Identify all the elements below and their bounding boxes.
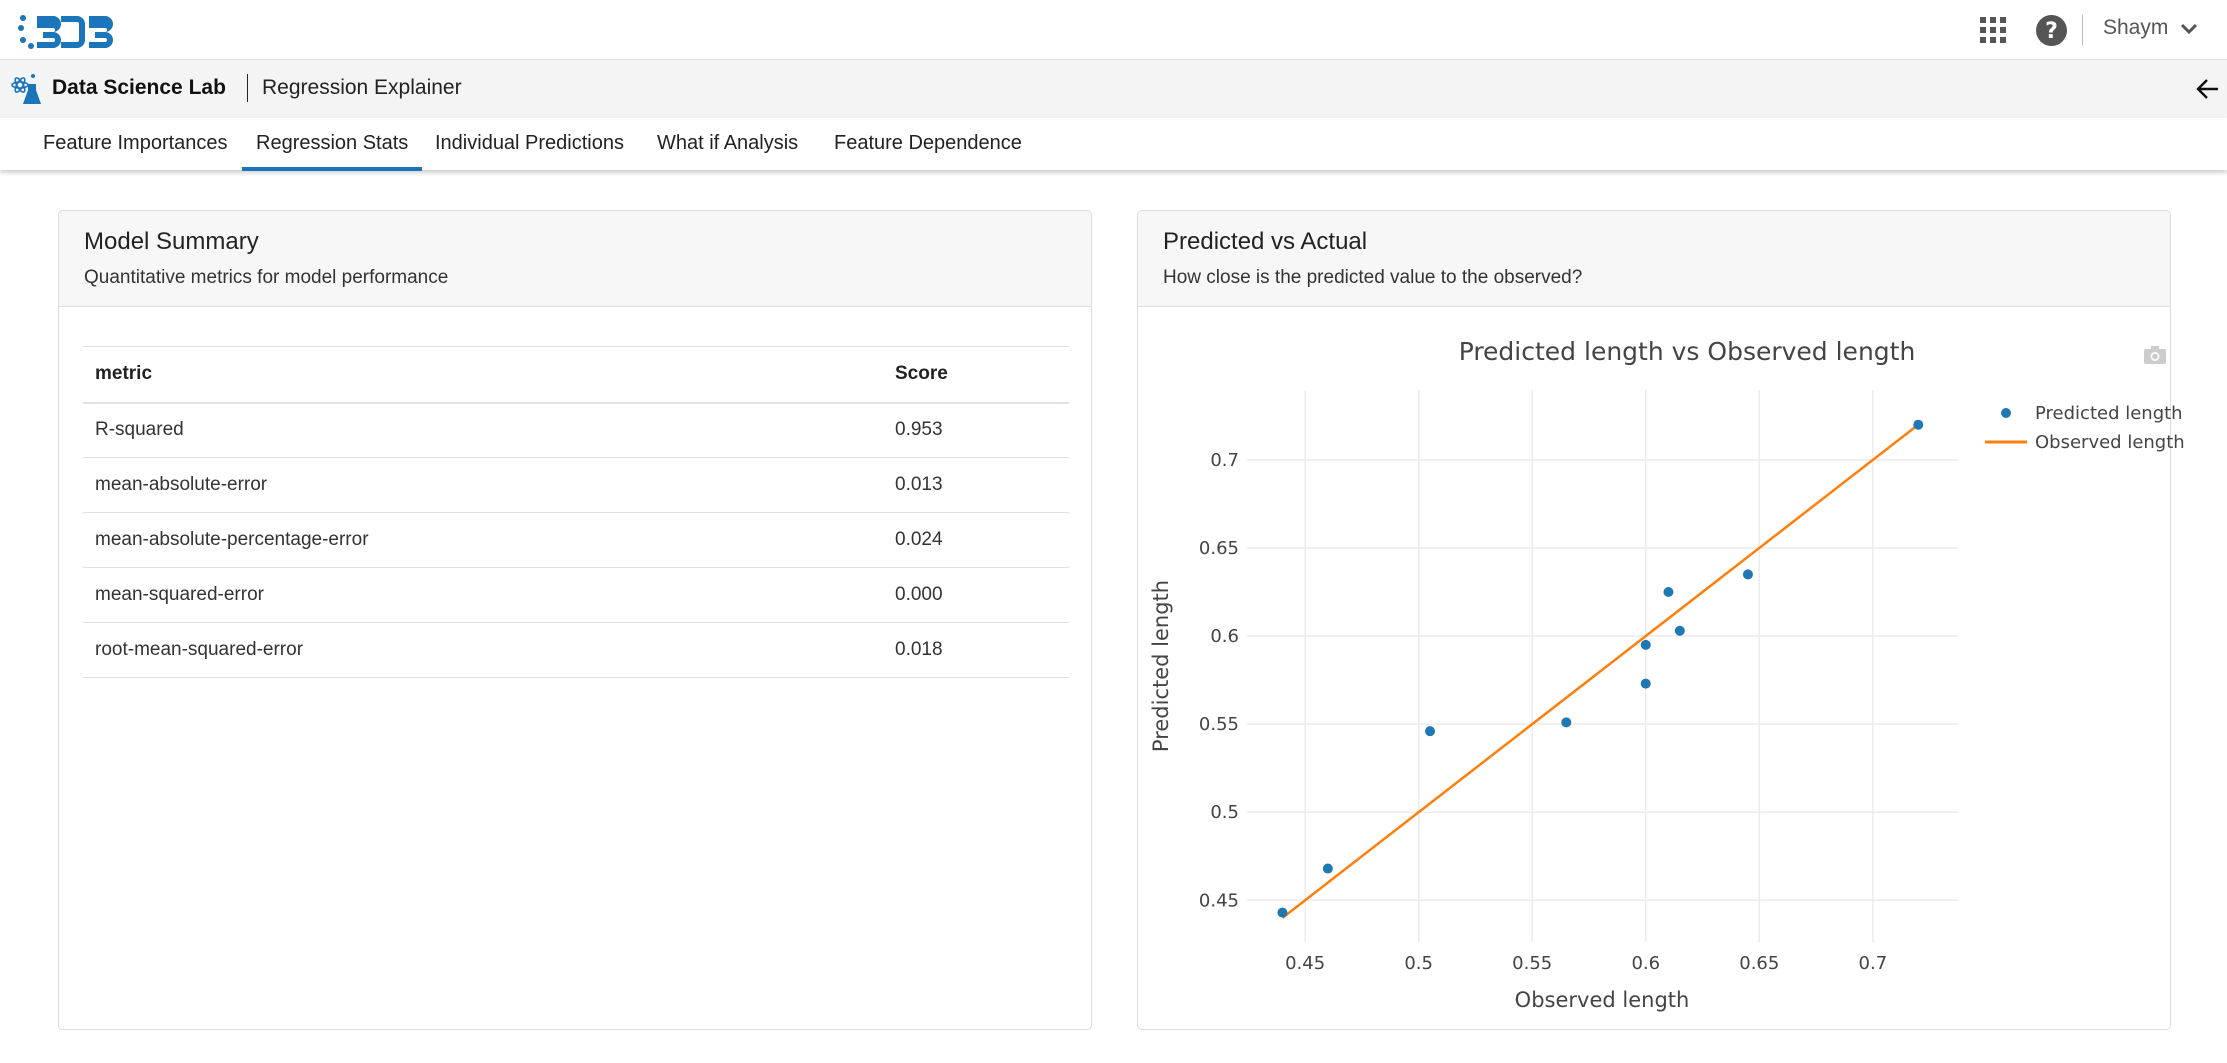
card-header: Predicted vs Actual How close is the pre… bbox=[1138, 211, 2170, 307]
predicted-length-point bbox=[1322, 863, 1333, 874]
y-tick-label: 0.7 bbox=[1210, 450, 1239, 471]
x-axis-label: Observed length bbox=[1515, 988, 1690, 1012]
metric-name: mean-squared-error bbox=[83, 567, 883, 623]
card-title: Model Summary bbox=[84, 228, 259, 255]
legend: Predicted length Observed length bbox=[1985, 403, 2185, 453]
metric-score: 0.018 bbox=[883, 622, 1069, 678]
table-row: R-squared 0.953 bbox=[83, 402, 1069, 458]
bdb-logo[interactable] bbox=[15, 10, 120, 52]
predicted-length-point bbox=[1561, 717, 1572, 728]
page-name: Regression Explainer bbox=[262, 76, 462, 99]
metrics-table: metric Score R-squared 0.953 mean-absolut… bbox=[83, 346, 1069, 678]
metric-name: mean-absolute-error bbox=[83, 457, 883, 513]
y-tick-label: 0.6 bbox=[1210, 626, 1239, 647]
model-summary-card: Model Summary Quantitative metrics for m… bbox=[58, 210, 1092, 1030]
app-name: Data Science Lab bbox=[52, 76, 226, 99]
top-bar: ? Shaym bbox=[0, 0, 2227, 60]
legend-marker-predicted bbox=[2001, 408, 2011, 418]
sub-header: Data Science Lab Regression Explainer bbox=[0, 60, 2227, 118]
y-tick-label: 0.45 bbox=[1199, 890, 1239, 911]
metric-score: 0.013 bbox=[883, 457, 1069, 513]
camera-icon[interactable] bbox=[2144, 346, 2166, 364]
tab-bar: Feature Importances Regression Stats Ind… bbox=[0, 118, 2227, 171]
predicted-length-point bbox=[1277, 907, 1288, 918]
column-header-score: Score bbox=[883, 346, 1069, 404]
apps-grid-icon[interactable] bbox=[1980, 17, 2006, 43]
x-tick-label: 0.65 bbox=[1739, 953, 1779, 974]
tab-feature-dependence[interactable]: Feature Dependence bbox=[834, 132, 1022, 154]
y-axis-label: Predicted length bbox=[1149, 580, 1173, 752]
table-row: mean-absolute-error 0.013 bbox=[83, 457, 1069, 513]
predicted-length-point bbox=[1425, 726, 1436, 737]
observed-length-line bbox=[1281, 423, 1920, 919]
card-title: Predicted vs Actual bbox=[1163, 228, 1368, 255]
divider bbox=[247, 74, 248, 102]
y-tick-label: 0.65 bbox=[1199, 538, 1239, 559]
predicted-vs-observed-chart: Predicted length vs Observed length 0.45… bbox=[1149, 337, 2185, 1012]
table-row: mean-squared-error 0.000 bbox=[83, 567, 1069, 623]
user-menu[interactable]: Shaym bbox=[2103, 16, 2169, 39]
chart-title: Predicted length vs Observed length bbox=[1459, 337, 1916, 366]
tab-what-if-analysis[interactable]: What if Analysis bbox=[657, 132, 799, 154]
legend-label-predicted[interactable]: Predicted length bbox=[2035, 403, 2183, 424]
card-header: Model Summary Quantitative metrics for m… bbox=[59, 211, 1091, 307]
table-row: root-mean-squared-error 0.018 bbox=[83, 622, 1069, 678]
tab-regression-stats[interactable]: Regression Stats bbox=[242, 132, 423, 171]
chevron-down-icon[interactable] bbox=[2180, 22, 2198, 36]
help-icon[interactable]: ? bbox=[2036, 15, 2067, 46]
y-tick-label: 0.5 bbox=[1210, 802, 1239, 823]
predicted-length-point bbox=[1742, 569, 1753, 580]
predicted-length-point bbox=[1663, 587, 1674, 598]
legend-label-observed[interactable]: Observed length bbox=[2035, 432, 2185, 453]
arrow-left-icon[interactable] bbox=[2196, 78, 2220, 100]
tab-feature-importances[interactable]: Feature Importances bbox=[43, 132, 228, 154]
card-subtitle: How close is the predicted value to the … bbox=[1163, 267, 1583, 288]
predicted-length-point bbox=[1913, 419, 1924, 430]
column-header-metric: metric bbox=[83, 346, 883, 404]
metric-score: 0.953 bbox=[883, 402, 1069, 458]
tab-individual-predictions[interactable]: Individual Predictions bbox=[435, 132, 624, 154]
divider bbox=[2082, 15, 2083, 45]
metric-score: 0.024 bbox=[883, 512, 1069, 568]
predicted-length-point bbox=[1640, 678, 1651, 689]
science-lab-icon bbox=[11, 74, 41, 104]
predicted-vs-actual-card: Predicted vs Actual How close is the pre… bbox=[1137, 210, 2171, 1030]
metric-name: root-mean-squared-error bbox=[83, 622, 883, 678]
predicted-length-point bbox=[1674, 625, 1685, 636]
svg-text:?: ? bbox=[2045, 19, 2058, 44]
table-header-row: metric Score bbox=[83, 346, 1069, 404]
x-tick-label: 0.55 bbox=[1512, 953, 1552, 974]
x-tick-label: 0.6 bbox=[1631, 953, 1660, 974]
card-subtitle: Quantitative metrics for model performan… bbox=[84, 267, 449, 288]
metric-name: R-squared bbox=[83, 402, 883, 458]
table-row: mean-absolute-percentage-error 0.024 bbox=[83, 512, 1069, 568]
y-tick-label: 0.55 bbox=[1199, 714, 1239, 735]
metric-name: mean-absolute-percentage-error bbox=[83, 512, 883, 568]
x-tick-label: 0.45 bbox=[1285, 953, 1325, 974]
predicted-length-point bbox=[1640, 639, 1651, 650]
x-tick-label: 0.5 bbox=[1404, 953, 1433, 974]
metric-score: 0.000 bbox=[883, 567, 1069, 623]
x-tick-label: 0.7 bbox=[1859, 953, 1888, 974]
